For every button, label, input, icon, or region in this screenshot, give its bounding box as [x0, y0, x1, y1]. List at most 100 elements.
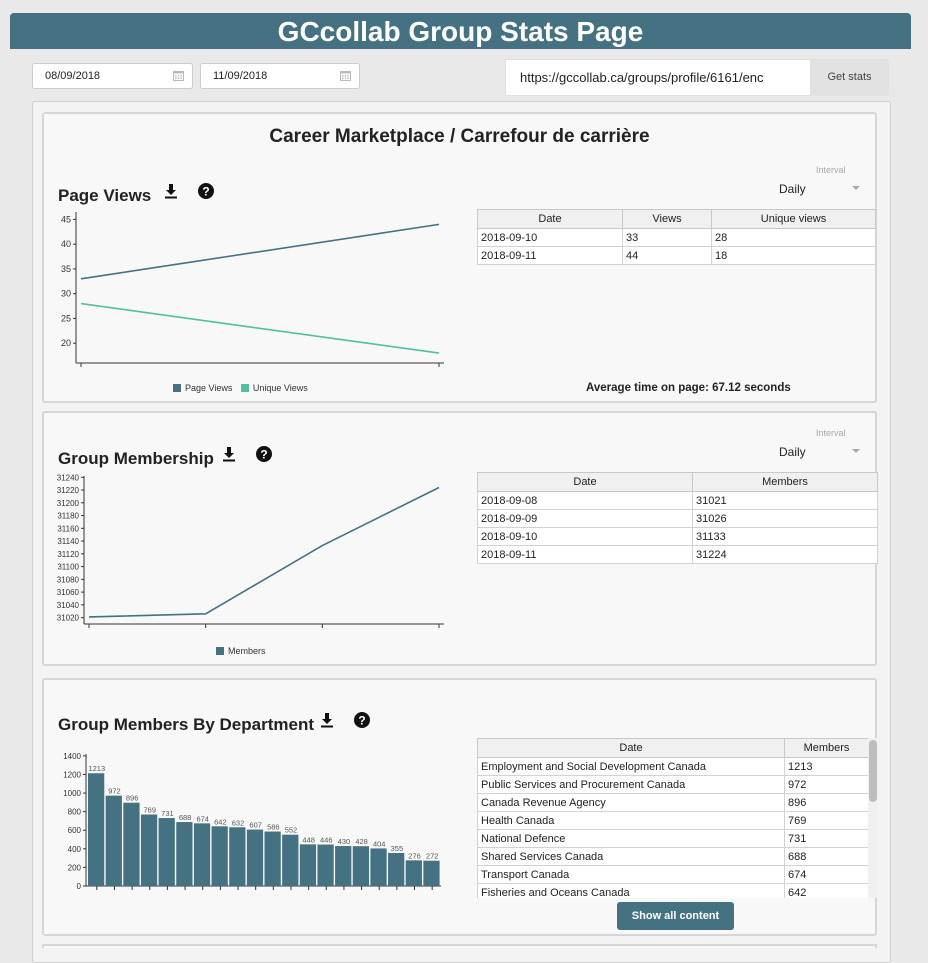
- bar: [299, 844, 317, 886]
- departments-table: Date Members Employment and Social Devel…: [477, 738, 869, 898]
- bar-value-label: 448: [302, 835, 315, 844]
- page-title: GCcollab Group Stats Page: [10, 13, 911, 49]
- show-all-content-button[interactable]: Show all content: [617, 902, 734, 930]
- bar: [388, 853, 405, 886]
- column-header: Members: [692, 472, 878, 492]
- bar-value-label: 642: [214, 817, 227, 826]
- get-stats-button[interactable]: Get stats: [810, 59, 889, 96]
- y-tick-label: 45: [61, 214, 71, 224]
- table-cell: Fisheries and Oceans Canada: [477, 883, 785, 898]
- table-cell: 31133: [692, 527, 878, 546]
- table-cell: 688: [784, 847, 869, 866]
- table-row: Transport Canada 674: [477, 865, 869, 884]
- bar: [282, 834, 299, 886]
- table-row: 2018-09-09 31026: [477, 509, 878, 528]
- table-cell: 2018-09-11: [477, 246, 623, 265]
- end-date-input[interactable]: 11/09/2018: [200, 63, 360, 89]
- download-icon[interactable]: [164, 184, 178, 199]
- bar-value-label: 552: [285, 826, 298, 835]
- departments-table-scroll[interactable]: Date Members Employment and Social Devel…: [477, 738, 878, 898]
- scrollbar-track[interactable]: [868, 738, 878, 898]
- calendar-icon[interactable]: [173, 70, 184, 81]
- membership-interval-select[interactable]: Daily: [779, 443, 861, 461]
- bar: [246, 829, 264, 886]
- table-row: Canada Revenue Agency 896: [477, 793, 869, 812]
- help-icon[interactable]: ?: [198, 183, 214, 199]
- table-cell: 31224: [692, 545, 878, 564]
- bar-value-label: 428: [355, 837, 368, 846]
- scrollbar-thumb[interactable]: [869, 740, 877, 802]
- y-tick-label: 40: [61, 239, 71, 249]
- membership-table: Date Members 2018-09-08 31021 2018-09-09 3…: [477, 472, 878, 564]
- y-tick-label: 31220: [57, 486, 80, 495]
- chevron-down-icon: [852, 449, 860, 453]
- help-icon[interactable]: ?: [354, 712, 370, 728]
- table-cell: 18: [711, 246, 876, 265]
- table-header-row: Date Views Unique views: [477, 209, 876, 229]
- table-row: National Defence 731: [477, 829, 869, 848]
- bar-value-label: 430: [338, 837, 351, 846]
- membership-chart: 31020 31040 31060 31080 31100 31120 31140 31160…: [57, 473, 444, 628]
- table-cell: 896: [784, 793, 869, 812]
- y-tick-label: 30: [61, 289, 71, 299]
- y-tick-label: 35: [61, 264, 71, 274]
- table-cell: 2018-09-08: [477, 491, 693, 510]
- table-row: 2018-09-08 31021: [477, 491, 878, 510]
- page-views-interval-select[interactable]: Daily: [779, 180, 861, 198]
- calendar-icon[interactable]: [340, 70, 351, 81]
- bar-value-label: 769: [144, 806, 157, 815]
- bar-value-label: 607: [249, 821, 262, 830]
- y-tick-label: 31140: [57, 537, 79, 546]
- table-cell: 44: [622, 246, 712, 265]
- bar-value-label: 276: [408, 851, 421, 860]
- table-cell: 2018-09-11: [477, 545, 693, 564]
- series-line: [88, 486, 440, 618]
- y-tick-label: 0: [77, 882, 82, 891]
- y-tick-label: 31180: [57, 512, 79, 521]
- interval-value: Daily: [779, 182, 806, 196]
- y-tick-label: 31080: [57, 575, 80, 584]
- bar: [423, 860, 440, 886]
- table-cell: 674: [784, 865, 869, 884]
- table-cell: 33: [622, 228, 712, 247]
- bar: [123, 802, 140, 886]
- start-date-input[interactable]: 08/09/2018: [32, 63, 193, 89]
- bar-value-label: 446: [320, 836, 333, 845]
- departments-title: Group Members By Department: [58, 715, 314, 734]
- series-line: [80, 302, 440, 354]
- page-views-table: Date Views Unique views 2018-09-10 33 28…: [477, 209, 876, 265]
- column-header: Members: [784, 738, 869, 758]
- y-tick-label: 400: [68, 845, 82, 854]
- table-cell: 1213: [784, 757, 869, 776]
- table-row: Shared Services Canada 688: [477, 847, 869, 866]
- bar: [88, 773, 105, 886]
- bar-value-label: 896: [126, 794, 139, 803]
- svg-text:?: ?: [202, 184, 209, 198]
- page-views-chart: 20 25 30 35 40 45: [61, 212, 444, 367]
- y-tick-label: 1200: [63, 770, 81, 779]
- help-icon[interactable]: ?: [256, 446, 272, 462]
- chevron-down-icon: [852, 186, 860, 190]
- download-icon[interactable]: [320, 713, 334, 728]
- table-cell: 642: [784, 883, 869, 898]
- y-tick-label: 1400: [63, 752, 81, 761]
- interval-label: Interval: [816, 165, 846, 175]
- table-cell: 2018-09-10: [477, 228, 623, 247]
- table-cell: 972: [784, 775, 869, 794]
- table-cell: Health Canada: [477, 811, 785, 830]
- bar: [211, 826, 228, 886]
- y-tick-label: 31240: [57, 473, 80, 482]
- table-cell: Public Services and Procurement Canada: [477, 775, 785, 794]
- next-card-edge: [42, 944, 877, 948]
- group-title: Career Marketplace / Carrefour de carriè…: [269, 126, 650, 147]
- bar: [264, 831, 281, 886]
- group-url-input[interactable]: https://gccollab.ca/groups/profile/6161/…: [505, 59, 811, 96]
- y-tick-label: 20: [61, 338, 71, 348]
- table-cell: Canada Revenue Agency: [477, 793, 785, 812]
- download-icon[interactable]: [222, 447, 236, 462]
- bar-value-label: 688: [179, 813, 192, 822]
- interval-value: Daily: [779, 445, 806, 459]
- column-header: Views: [622, 209, 712, 229]
- bar-value-label: 674: [196, 814, 209, 823]
- table-cell: National Defence: [477, 829, 785, 848]
